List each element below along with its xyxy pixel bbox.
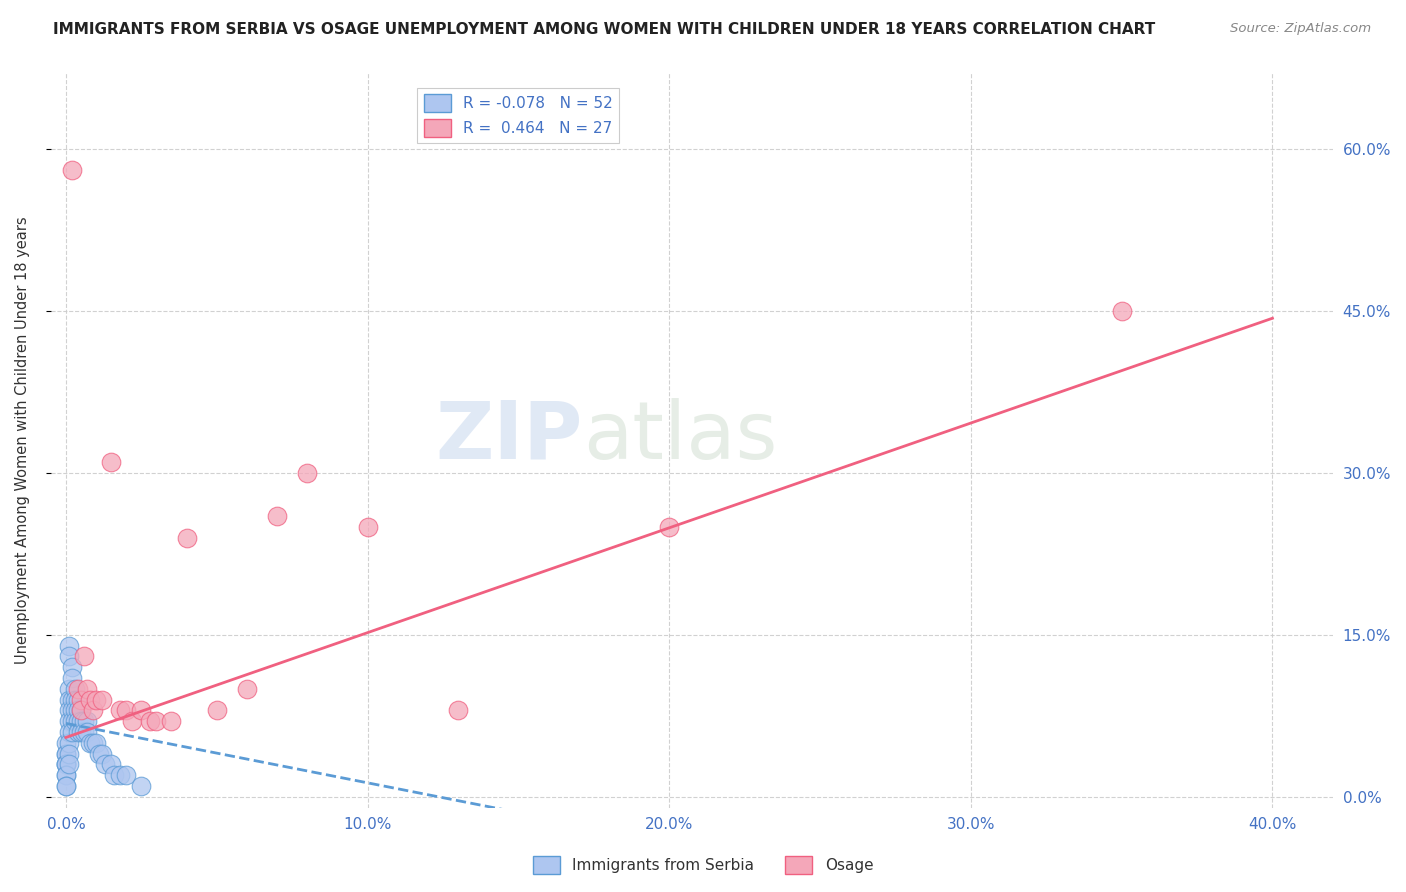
Point (70, 714, 93, 729)
Point (73, 714, 96, 729)
Point (58, 747, 80, 761)
Point (84, 736, 107, 750)
Point (55, 757, 77, 772)
Text: IMMIGRANTS FROM SERBIA VS OSAGE UNEMPLOYMENT AMONG WOMEN WITH CHILDREN UNDER 18 : IMMIGRANTS FROM SERBIA VS OSAGE UNEMPLOY… (53, 22, 1156, 37)
Point (60, 671, 83, 685)
Point (58, 725, 80, 739)
Point (60, 725, 83, 739)
Point (66, 714, 89, 729)
Point (266, 508, 288, 523)
Point (55, 768, 77, 782)
Point (1111, 303, 1133, 318)
Point (76, 725, 98, 739)
Point (70, 725, 93, 739)
Legend: Immigrants from Serbia, Osage: Immigrants from Serbia, Osage (527, 850, 879, 880)
Point (131, 703, 153, 717)
Point (60, 703, 83, 717)
Point (55, 736, 77, 750)
Point (115, 768, 138, 782)
Point (55, 768, 77, 782)
Point (60, 714, 83, 729)
Point (82, 703, 104, 717)
Point (94, 757, 117, 772)
Point (103, 768, 125, 782)
Point (447, 703, 470, 717)
Point (100, 455, 122, 469)
Point (58, 681, 80, 696)
Point (66, 692, 89, 706)
Point (58, 757, 80, 772)
Point (160, 714, 183, 729)
Point (70, 703, 93, 717)
Text: ZIP: ZIP (436, 398, 583, 475)
Point (658, 520, 681, 534)
Point (63, 703, 86, 717)
Point (108, 703, 131, 717)
Point (55, 779, 77, 793)
Point (131, 779, 153, 793)
Point (84, 692, 107, 706)
Text: Source: ZipAtlas.com: Source: ZipAtlas.com (1230, 22, 1371, 36)
Point (70, 703, 93, 717)
Point (58, 639, 80, 653)
Point (176, 531, 198, 545)
Point (63, 692, 86, 706)
Point (55, 747, 77, 761)
Point (58, 714, 80, 729)
Point (63, 714, 86, 729)
Point (115, 703, 138, 717)
Point (87, 747, 110, 761)
Point (55, 747, 77, 761)
Point (73, 725, 96, 739)
Point (55, 757, 77, 772)
Text: atlas: atlas (583, 398, 778, 475)
Point (121, 714, 143, 729)
Point (356, 520, 378, 534)
Point (79, 692, 101, 706)
Point (145, 714, 167, 729)
Point (60, 660, 83, 674)
Point (66, 703, 89, 717)
Point (236, 681, 259, 696)
Point (55, 757, 77, 772)
Point (205, 703, 228, 717)
Point (76, 681, 98, 696)
Y-axis label: Unemployment Among Women with Children Under 18 years: Unemployment Among Women with Children U… (15, 217, 30, 665)
Point (60, 692, 83, 706)
Point (91, 747, 114, 761)
Point (91, 692, 114, 706)
Point (66, 725, 89, 739)
Point (73, 649, 96, 664)
Point (297, 466, 319, 480)
Point (82, 736, 104, 750)
Point (60, 163, 83, 178)
Point (79, 736, 101, 750)
Point (58, 649, 80, 664)
Point (63, 681, 86, 696)
Point (55, 779, 77, 793)
Legend: R = -0.078   N = 52, R =  0.464   N = 27: R = -0.078 N = 52, R = 0.464 N = 27 (418, 88, 619, 143)
Point (100, 757, 122, 772)
Point (70, 692, 93, 706)
Point (58, 736, 80, 750)
Point (58, 692, 80, 706)
Point (139, 714, 162, 729)
Point (58, 703, 80, 717)
Point (76, 714, 98, 729)
Point (108, 768, 131, 782)
Point (66, 681, 89, 696)
